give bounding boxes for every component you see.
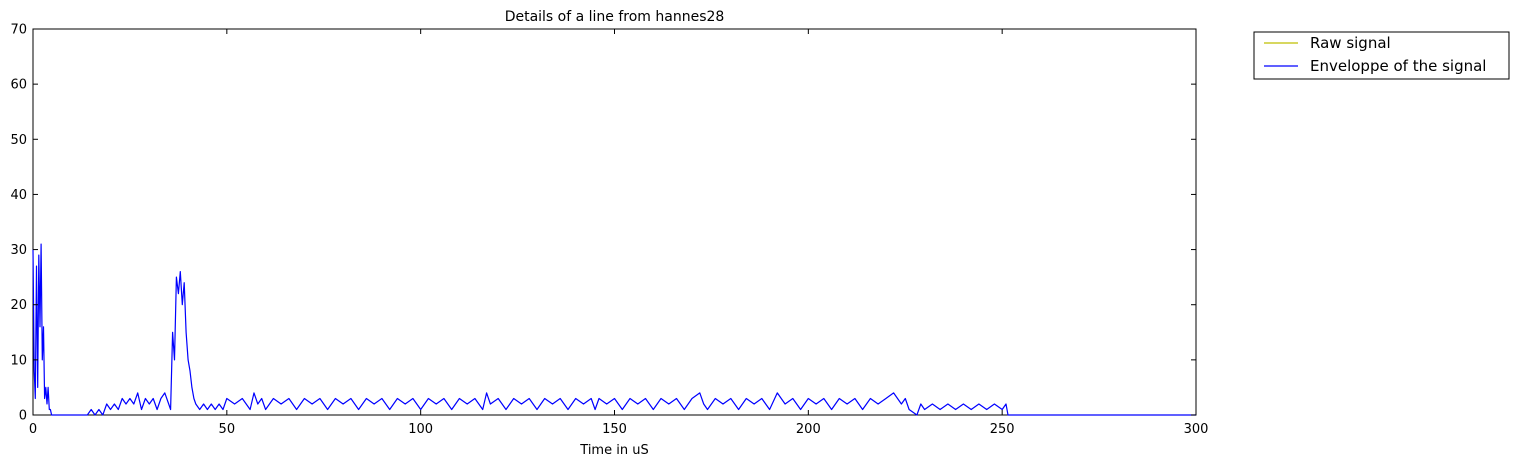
y-tick-label: 10 bbox=[10, 353, 27, 368]
x-axis-label: Time in uS bbox=[579, 443, 648, 458]
y-tick-label: 60 bbox=[10, 78, 27, 93]
y-tick-label: 30 bbox=[10, 243, 27, 258]
legend-label-1: Enveloppe of the signal bbox=[1310, 57, 1486, 75]
x-tick-label: 250 bbox=[990, 422, 1015, 437]
plot-area bbox=[32, 28, 1197, 416]
x-tick-label: 100 bbox=[408, 422, 433, 437]
y-tick-label: 0 bbox=[19, 409, 27, 424]
x-tick-label: 200 bbox=[796, 422, 821, 437]
x-tick-label: 0 bbox=[29, 422, 37, 437]
legend-label-0: Raw signal bbox=[1310, 34, 1391, 52]
series-layer bbox=[32, 243, 1196, 416]
y-tick-label: 40 bbox=[10, 188, 27, 203]
legend-box bbox=[1253, 31, 1510, 80]
axes-frame bbox=[32, 28, 1197, 416]
chart-title: Details of a line from hannes28 bbox=[505, 9, 725, 25]
series-line-1 bbox=[32, 243, 1196, 416]
x-tick-label: 150 bbox=[602, 422, 627, 437]
y-tick-label: 50 bbox=[10, 133, 27, 148]
x-tick-label: 300 bbox=[1184, 422, 1209, 437]
x-tick-label: 50 bbox=[219, 422, 236, 437]
y-tick-label: 70 bbox=[10, 23, 27, 38]
legend: Raw signal Enveloppe of the signal bbox=[1253, 31, 1510, 80]
y-tick-label: 20 bbox=[10, 298, 27, 313]
tick-layer: 0 50 100 150 200 250 300 0 10 20 30 40 50 60 70 bbox=[10, 23, 1208, 438]
